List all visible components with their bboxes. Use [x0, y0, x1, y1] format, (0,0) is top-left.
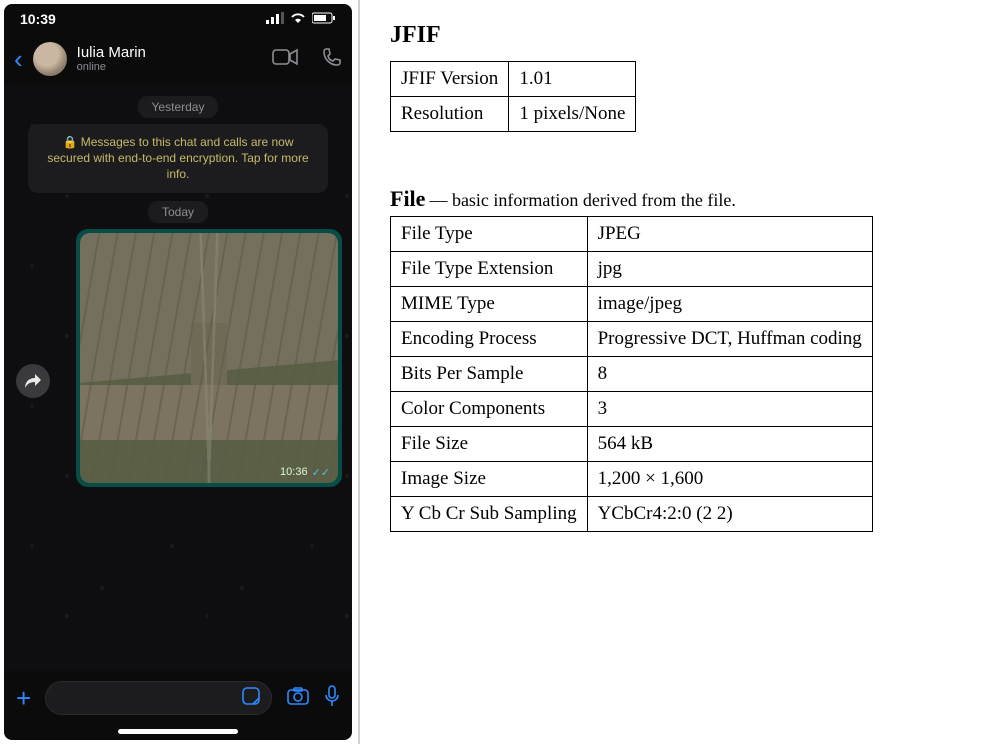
- day-pill-today: Today: [148, 201, 208, 223]
- jfif-table: JFIF Version 1.01 Resolution 1 pixels/No…: [390, 61, 636, 132]
- day-pill-yesterday: Yesterday: [138, 96, 219, 118]
- file-k-0: File Type: [391, 217, 588, 252]
- jfif-heading: JFIF: [390, 22, 980, 49]
- file-v-4: 8: [587, 357, 872, 392]
- file-k-8: Y Cb Cr Sub Sampling: [391, 497, 588, 532]
- message-input[interactable]: [45, 681, 272, 715]
- chat-body[interactable]: Yesterday 🔒 Messages to this chat and ca…: [4, 84, 352, 671]
- table-row: File Size564 kB: [391, 427, 873, 462]
- table-row: MIME Typeimage/jpeg: [391, 287, 873, 322]
- file-v-8: YCbCr4:2:0 (2 2): [587, 497, 872, 532]
- file-k-6: File Size: [391, 427, 588, 462]
- message-image[interactable]: [80, 233, 338, 483]
- metadata-panel: JFIF JFIF Version 1.01 Resolution 1 pixe…: [360, 0, 1000, 744]
- encryption-notice[interactable]: 🔒 Messages to this chat and calls are no…: [28, 124, 328, 193]
- table-row: Color Components3: [391, 392, 873, 427]
- camera-icon[interactable]: [286, 686, 310, 711]
- file-k-7: Image Size: [391, 462, 588, 497]
- contact-status: online: [77, 61, 248, 73]
- input-bar: +: [4, 671, 352, 725]
- file-k-4: Bits Per Sample: [391, 357, 588, 392]
- table-row: Encoding ProcessProgressive DCT, Huffman…: [391, 322, 873, 357]
- jfif-key-0: JFIF Version: [391, 62, 509, 97]
- status-bar: 10:39: [4, 4, 352, 34]
- table-row: Image Size1,200 × 1,600: [391, 462, 873, 497]
- forward-button[interactable]: [16, 364, 50, 398]
- jfif-val-0: 1.01: [509, 62, 636, 97]
- table-row: Resolution 1 pixels/None: [391, 97, 636, 132]
- chat-header: ‹ Iulia Marin online: [4, 34, 352, 84]
- table-row: JFIF Version 1.01: [391, 62, 636, 97]
- file-heading-line: File — basic information derived from th…: [390, 186, 980, 212]
- file-subtitle: — basic information derived from the fil…: [429, 190, 735, 210]
- file-v-5: 3: [587, 392, 872, 427]
- phone-frame: 10:39 ‹ Iulia Marin online: [4, 4, 352, 740]
- phone-panel: 10:39 ‹ Iulia Marin online: [0, 0, 360, 744]
- read-ticks-icon: ✓✓: [312, 466, 330, 479]
- file-v-2: image/jpeg: [587, 287, 872, 322]
- file-heading: File: [390, 186, 425, 211]
- table-row: File TypeJPEG: [391, 217, 873, 252]
- bubble-time-text: 10:36: [280, 466, 308, 478]
- file-k-1: File Type Extension: [391, 252, 588, 287]
- attach-button[interactable]: +: [16, 683, 31, 714]
- file-v-3: Progressive DCT, Huffman coding: [587, 322, 872, 357]
- message-bubble[interactable]: 10:36 ✓✓: [76, 229, 342, 487]
- contact-name: Iulia Marin: [77, 45, 248, 62]
- file-k-2: MIME Type: [391, 287, 588, 322]
- file-k-3: Encoding Process: [391, 322, 588, 357]
- avatar[interactable]: [33, 42, 67, 76]
- table-row: Y Cb Cr Sub SamplingYCbCr4:2:0 (2 2): [391, 497, 873, 532]
- wifi-icon: [290, 11, 306, 27]
- home-indicator[interactable]: [118, 729, 238, 734]
- signal-icon: [266, 11, 284, 27]
- contact-block[interactable]: Iulia Marin online: [77, 45, 248, 74]
- file-v-6: 564 kB: [587, 427, 872, 462]
- jfif-val-1: 1 pixels/None: [509, 97, 636, 132]
- file-v-0: JPEG: [587, 217, 872, 252]
- mic-icon[interactable]: [324, 685, 340, 712]
- status-icons: [266, 11, 336, 27]
- battery-icon: [312, 11, 336, 27]
- file-v-7: 1,200 × 1,600: [587, 462, 872, 497]
- file-table: File TypeJPEG File Type Extensionjpg MIM…: [390, 216, 873, 532]
- back-button[interactable]: ‹: [14, 44, 23, 75]
- table-row: Bits Per Sample8: [391, 357, 873, 392]
- table-row: File Type Extensionjpg: [391, 252, 873, 287]
- jfif-key-1: Resolution: [391, 97, 509, 132]
- file-k-5: Color Components: [391, 392, 588, 427]
- message-timestamp: 10:36 ✓✓: [280, 466, 330, 479]
- status-time: 10:39: [20, 11, 56, 27]
- voice-call-icon[interactable]: [322, 47, 342, 72]
- sticker-icon[interactable]: [241, 686, 261, 711]
- file-v-1: jpg: [587, 252, 872, 287]
- video-call-icon[interactable]: [272, 48, 298, 71]
